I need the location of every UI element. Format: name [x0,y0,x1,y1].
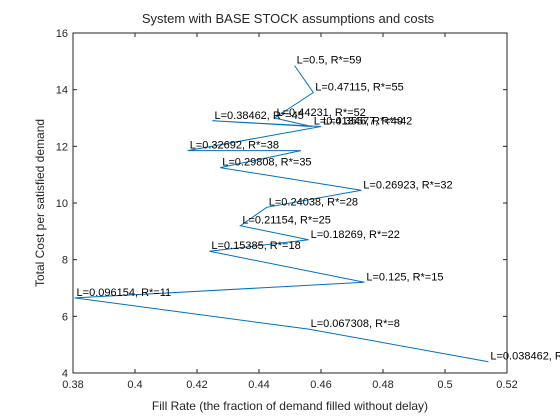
point-label: L=0.067308, R*=8 [311,318,400,330]
series-line [74,65,489,363]
point-label: L=0.21154, R*=25 [242,215,330,227]
point-label: L=0.15385, R*=18 [211,240,300,252]
point-label: L=0.35577, R*=42 [323,116,412,128]
point-label: L=0.096154, R*=11 [77,287,172,299]
x-axis-label: Fill Rate (the fraction of demand filled… [152,399,428,413]
point-label: L=0.18269, R*=22 [311,229,400,241]
x-tick-label: 0.46 [310,379,331,391]
x-tick-label: 0.44 [248,379,269,391]
x-tick-label: 0.38 [62,379,83,391]
y-tick-label: 6 [62,311,68,323]
point-label: L=0.26923, R*=32 [363,179,452,191]
series-group [74,65,489,363]
y-tick-label: 14 [56,85,68,97]
point-label: L=0.44231, R*=52 [277,107,366,119]
point-label: L=0.24038, R*=28 [269,196,358,208]
x-tick-label: 0.4 [127,379,142,391]
y-tick-label: 8 [62,255,68,267]
point-label: L=0.41346, R*=49 [314,116,403,128]
y-axis-label: Total Cost per satisfied demand [33,119,47,287]
point-label: L=0.038462, R*=5 [490,351,560,363]
point-labels: L=0.5, R*=59 L=0.47115, R*=55 L=0.44231, R… [77,55,560,363]
point-label: L=0.38462, R*=45 [215,110,304,122]
y-tick-label: 16 [56,28,68,40]
y-tick-label: 12 [56,141,68,153]
y-tick-label: 4 [62,368,68,380]
point-label: L=0.29808, R*=35 [222,157,311,169]
x-tick-label: 0.5 [437,379,452,391]
axis-ticks: 0.38 0.4 0.42 0.44 0.46 0.48 0.5 0.52 4 6 8 10 12 14 1… [56,28,518,391]
point-label: L=0.125, R*=15 [366,271,443,283]
x-tick-label: 0.52 [496,379,517,391]
x-tick-label: 0.48 [372,379,393,391]
axes-frame [72,32,508,374]
point-label: L=0.5, R*=59 [297,55,362,67]
x-tick-label: 0.42 [186,379,207,391]
point-label: L=0.47115, R*=55 [315,82,403,94]
point-label: L=0.32692, R*=38 [190,140,279,152]
chart-title: System with BASE STOCK assumptions and c… [142,11,435,26]
y-tick-label: 10 [56,198,68,210]
